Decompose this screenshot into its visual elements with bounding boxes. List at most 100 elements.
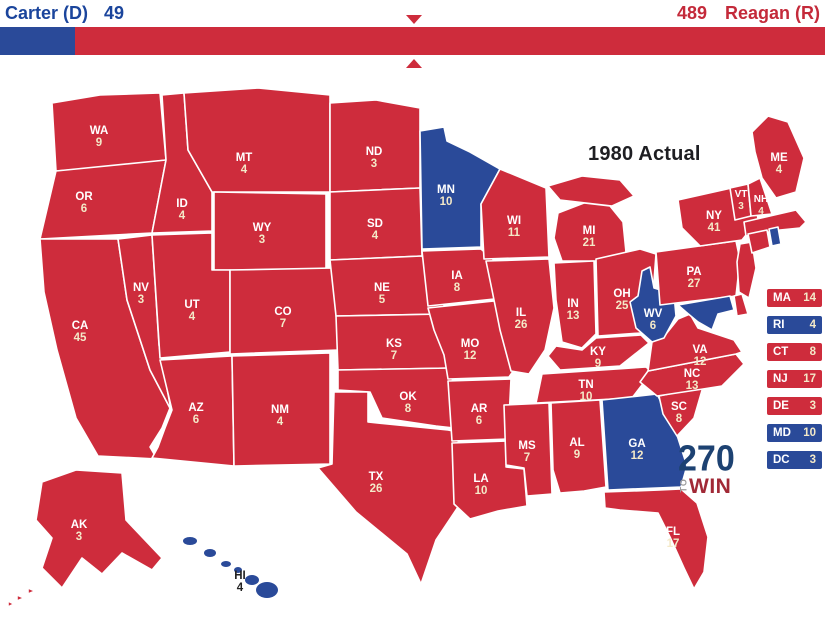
state-shape-IN[interactable] — [553, 260, 597, 349]
state-label-WA: 9 — [96, 137, 102, 149]
state-shape-WI[interactable] — [480, 168, 550, 260]
state-AK[interactable]: AK3 — [7, 469, 163, 608]
island-HI[interactable] — [183, 537, 197, 545]
state-shape-AL[interactable] — [550, 399, 607, 494]
state-shape-FL[interactable] — [603, 488, 709, 590]
island-HI[interactable] — [234, 567, 242, 573]
list-abbr-MA: MA — [773, 292, 791, 304]
state-label-KS: 7 — [391, 350, 397, 362]
state-NM[interactable]: NM4 — [231, 352, 331, 467]
state-WA[interactable]: WA9 — [51, 92, 167, 172]
list-item-RI[interactable]: RI 4 — [767, 316, 822, 334]
state-shape-OR[interactable] — [39, 159, 167, 240]
state-shape-MA[interactable] — [743, 209, 807, 237]
state-label-LA: LA — [473, 473, 488, 485]
list-item-DC[interactable]: DC 3 — [767, 451, 822, 469]
state-shape-RI[interactable] — [768, 226, 782, 247]
state-label-KY: KY — [590, 346, 606, 358]
state-shape-DE[interactable] — [733, 293, 749, 317]
state-SD[interactable]: SD4 — [329, 187, 423, 261]
state-WV[interactable]: WV6 — [629, 266, 677, 343]
state-shape-AK[interactable] — [7, 469, 163, 608]
state-KY[interactable]: KY9 — [547, 334, 650, 371]
list-abbr-CT: CT — [773, 346, 789, 358]
state-shape-NH[interactable] — [747, 177, 773, 217]
state-shape-MD[interactable] — [677, 295, 735, 331]
state-MD[interactable] — [677, 295, 735, 331]
logo-to-text: TO — [678, 477, 689, 493]
island-HI[interactable] — [245, 575, 259, 585]
state-shape-TX[interactable] — [317, 391, 461, 585]
list-item-MD[interactable]: MD 10 — [767, 424, 822, 442]
state-label-OH: OH — [613, 288, 630, 300]
state-label-AZ: 6 — [193, 414, 199, 426]
state-shape-TN[interactable] — [535, 366, 653, 404]
state-label-NE: 5 — [379, 294, 386, 306]
state-label-MI: MI — [583, 225, 596, 237]
state-label-NV: 3 — [138, 294, 144, 306]
state-AL[interactable]: AL9 — [550, 399, 607, 494]
island-HI[interactable] — [204, 549, 216, 557]
state-label-WI: 11 — [508, 227, 521, 239]
state-label-CA: CA — [72, 320, 89, 332]
state-label-CO: CO — [274, 306, 291, 318]
list-item-CT[interactable]: CT 8 — [767, 343, 822, 361]
list-item-MA[interactable]: MA 14 — [767, 289, 822, 307]
logo-270towin[interactable]: 270 TO WIN — [678, 441, 735, 499]
state-label-GA: GA — [628, 438, 645, 450]
state-label-ID: 4 — [179, 210, 186, 222]
state-label-IA: 8 — [454, 282, 461, 294]
state-ND[interactable]: ND3 — [329, 99, 421, 193]
state-shape-KY[interactable] — [547, 334, 650, 371]
state-label-OK: OK — [399, 391, 417, 403]
threshold-arrow-down-icon — [406, 15, 423, 24]
state-label-HI: HI — [234, 570, 246, 582]
state-shape-MT[interactable] — [183, 87, 331, 193]
state-MA[interactable] — [743, 209, 807, 237]
island-HI[interactable] — [221, 561, 231, 567]
state-RI[interactable] — [768, 226, 782, 247]
state-label-OR: 6 — [81, 203, 87, 215]
list-item-NJ[interactable]: NJ 17 — [767, 370, 822, 388]
state-shape-ME[interactable] — [751, 115, 805, 199]
state-MT[interactable]: MT4 — [183, 87, 331, 193]
list-abbr-DE: DE — [773, 400, 789, 412]
state-label-VT: VT — [735, 189, 748, 200]
state-shape-WA[interactable] — [51, 92, 167, 172]
state-shape-NC[interactable] — [639, 353, 745, 397]
list-abbr-MD: MD — [773, 427, 791, 439]
state-NH[interactable]: NH4 — [747, 177, 773, 217]
list-item-DE[interactable]: DE 3 — [767, 397, 822, 415]
state-shape-MI[interactable] — [547, 175, 635, 262]
state-label-TX: TX — [369, 471, 384, 483]
state-label-ID: ID — [176, 198, 188, 210]
state-shape-VA[interactable] — [647, 313, 743, 372]
state-OR[interactable]: OR6 — [39, 159, 167, 240]
state-shape-IL[interactable] — [485, 258, 555, 375]
state-label-ND: 3 — [371, 158, 377, 170]
state-CT[interactable] — [747, 229, 771, 254]
state-label-KY: 9 — [595, 358, 601, 370]
island-HI[interactable] — [256, 582, 278, 598]
state-AR[interactable]: AR6 — [447, 378, 512, 442]
state-label-NM: 4 — [277, 416, 284, 428]
state-ME[interactable]: ME4 — [751, 115, 805, 199]
state-WY[interactable]: WY3 — [213, 191, 327, 271]
state-HI[interactable]: HI4 — [183, 537, 278, 598]
state-shape-CT[interactable] — [747, 229, 771, 254]
state-DE[interactable] — [733, 293, 749, 317]
state-CO[interactable]: CO7 — [229, 267, 339, 355]
list-ev-MA: 14 — [803, 292, 816, 304]
